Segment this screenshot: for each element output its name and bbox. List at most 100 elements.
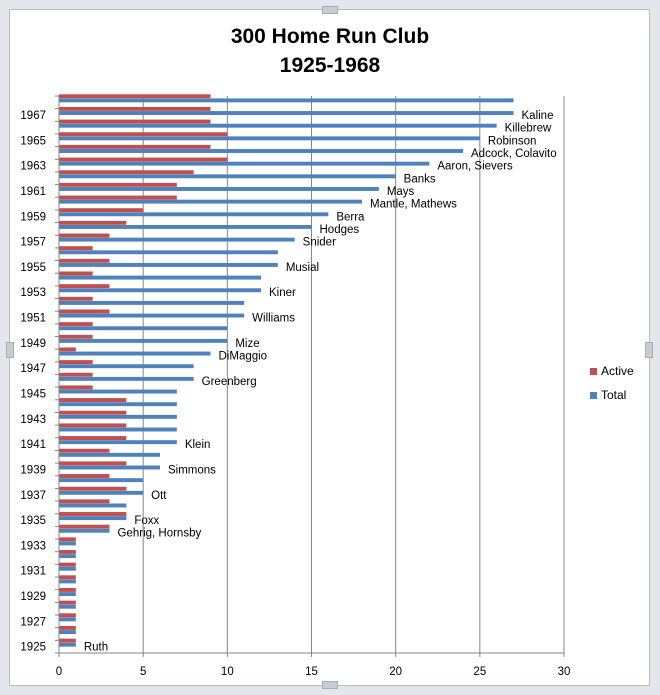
x-tick-label-20: 20 xyxy=(389,666,402,678)
bar-active-1944 xyxy=(59,398,127,403)
bar-active-1940 xyxy=(59,448,110,453)
y-tick-label-1931: 1931 xyxy=(20,566,46,578)
bar-total-1949 xyxy=(59,338,228,343)
bar-active-1935 xyxy=(59,512,127,516)
bar-active-1936 xyxy=(59,499,110,504)
y-tick-label-1937: 1937 xyxy=(20,490,46,502)
x-tick-label-15: 15 xyxy=(305,666,318,678)
bar-active-1967 xyxy=(59,106,211,111)
bar-active-1946 xyxy=(59,372,93,377)
annotation-22: Kaline xyxy=(522,110,554,122)
bar-active-1963 xyxy=(59,157,228,162)
bar-active-1933 xyxy=(59,537,76,542)
y-tick-label-1927: 1927 xyxy=(20,616,46,628)
bar-total-1945 xyxy=(59,389,177,394)
bar-total-1950 xyxy=(59,326,228,331)
y-tick-label-1963: 1963 xyxy=(20,161,46,173)
bar-total-1955 xyxy=(59,262,278,267)
bar-total-1934 xyxy=(59,528,110,533)
annotation-2: Foxx xyxy=(134,515,159,527)
bar-total-1960 xyxy=(59,199,362,204)
bar-total-1928 xyxy=(59,604,76,609)
bar-total-1948 xyxy=(59,351,211,356)
bar-active-1958 xyxy=(59,220,127,225)
annotation-19: Adcock, Colavito xyxy=(471,148,557,160)
bar-total-1966 xyxy=(59,123,497,128)
y-tick-label-1949: 1949 xyxy=(20,338,46,350)
bar-total-1958 xyxy=(59,224,312,229)
y-tick-label-1941: 1941 xyxy=(20,439,46,451)
bar-total-1947 xyxy=(59,364,194,369)
x-tick-label-5: 5 xyxy=(140,666,146,678)
bar-active-1931 xyxy=(59,562,76,567)
bar-total-1952 xyxy=(59,300,245,305)
bar-total-1929 xyxy=(59,592,76,597)
bar-total-1932 xyxy=(59,554,76,559)
resize-handle-left[interactable] xyxy=(6,342,14,358)
bar-total-1930 xyxy=(59,579,76,584)
y-tick-label-1935: 1935 xyxy=(20,515,46,527)
x-tick-label-10: 10 xyxy=(221,666,234,678)
bar-active-1930 xyxy=(59,575,76,580)
bar-active-1964 xyxy=(59,144,211,149)
annotation-1: Gehrig, Hornsby xyxy=(118,528,202,540)
resize-handle-right[interactable] xyxy=(645,342,653,358)
bar-active-1929 xyxy=(59,587,76,592)
y-tick-label-1961: 1961 xyxy=(20,186,46,198)
bar-total-1964 xyxy=(59,149,463,153)
y-tick-label-1945: 1945 xyxy=(20,388,46,400)
legend: Active Total xyxy=(590,364,634,402)
bar-total-1927 xyxy=(59,617,76,622)
bar-total-1961 xyxy=(59,187,379,191)
bar-total-1959 xyxy=(59,212,329,217)
y-tick-label-1925: 1925 xyxy=(20,642,46,654)
bar-active-1961 xyxy=(59,182,177,187)
annotation-17: Banks xyxy=(404,173,436,185)
bar-active-1927 xyxy=(59,613,76,618)
annotation-14: Berra xyxy=(336,211,365,223)
annotation-4: Simmons xyxy=(168,464,216,476)
bar-total-1956 xyxy=(59,250,278,255)
y-tick-label-1947: 1947 xyxy=(20,363,46,375)
annotation-10: Kiner xyxy=(269,287,296,299)
bar-total-1942 xyxy=(59,427,177,432)
legend-label-total: Total xyxy=(601,388,626,402)
annotation-18: Aaron, Sievers xyxy=(437,161,513,173)
y-tick-label-1965: 1965 xyxy=(20,135,46,147)
annotation-12: Snider xyxy=(303,237,336,249)
bars xyxy=(59,94,514,647)
bar-active-1954 xyxy=(59,271,93,276)
bar-total-1954 xyxy=(59,275,261,280)
bar-active-1966 xyxy=(59,119,211,124)
bar-total-1925 xyxy=(59,642,76,647)
bar-total-1933 xyxy=(59,541,76,546)
y-tick-label-1951: 1951 xyxy=(20,313,46,325)
y-tick-label-1943: 1943 xyxy=(20,414,46,426)
annotation-6: Greenberg xyxy=(202,376,257,388)
bar-active-1939 xyxy=(59,461,127,466)
y-tick-label-1957: 1957 xyxy=(20,237,46,249)
bar-total-1962 xyxy=(59,174,396,179)
resize-handle-top[interactable] xyxy=(322,6,338,14)
bar-total-1951 xyxy=(59,313,245,318)
annotation-5: Klein xyxy=(185,439,211,451)
bar-active-1951 xyxy=(59,309,110,314)
bar-active-1932 xyxy=(59,550,76,554)
x-tick-label-0: 0 xyxy=(56,666,62,678)
bar-active-1957 xyxy=(59,233,110,238)
annotation-3: Ott xyxy=(151,490,167,502)
annotation-21: Killebrew xyxy=(505,123,552,135)
bar-active-1952 xyxy=(59,296,93,301)
annotation-0: Ruth xyxy=(84,642,108,654)
y-tick-label-1967: 1967 xyxy=(20,110,46,122)
bar-active-1956 xyxy=(59,246,93,251)
bar-active-1937 xyxy=(59,486,127,491)
y-tick-label-1953: 1953 xyxy=(20,287,46,299)
bar-active-1959 xyxy=(59,208,144,213)
bar-active-1962 xyxy=(59,170,194,175)
resize-handle-bottom[interactable] xyxy=(322,681,338,689)
bar-active-1953 xyxy=(59,284,110,289)
bar-total-1968 xyxy=(59,98,514,103)
bar-total-1963 xyxy=(59,161,430,166)
